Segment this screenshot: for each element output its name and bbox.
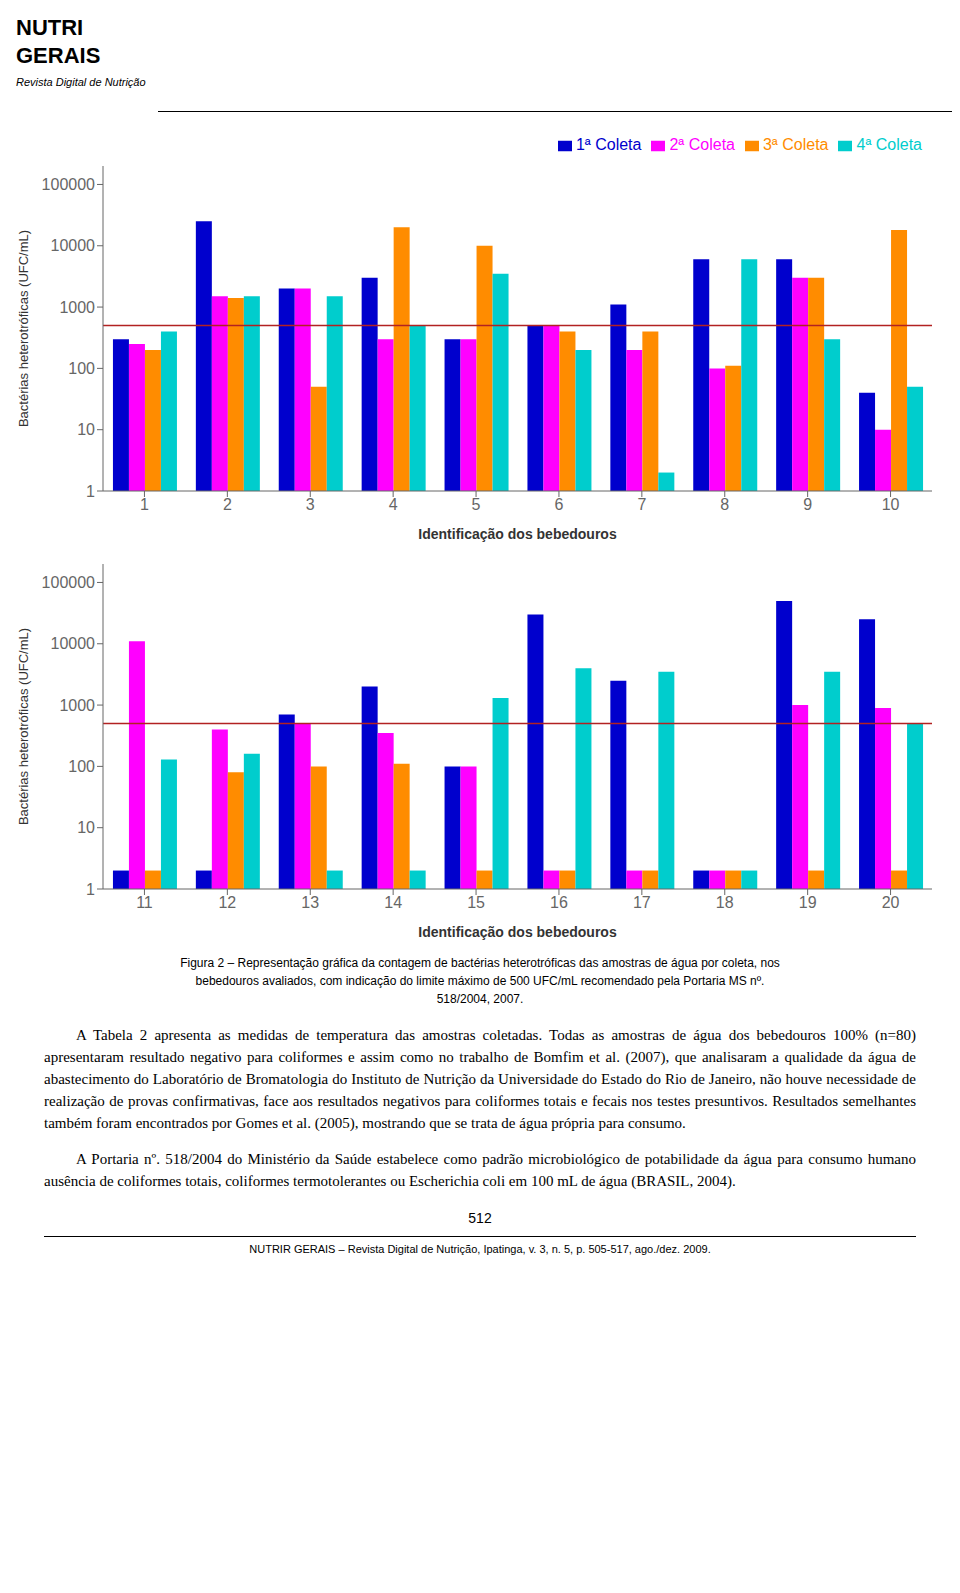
svg-text:10: 10 — [77, 421, 95, 438]
svg-text:3: 3 — [306, 496, 315, 513]
svg-text:10: 10 — [882, 496, 900, 513]
html-text:1ª Coleta: 1ª Coleta — [575, 136, 642, 153]
svg-text:4: 4 — [389, 496, 398, 513]
html-text:A Portaria nº. 518/2004 do Min: A Portaria nº. 518/2004 do Ministério da… — [44, 1151, 916, 1189]
html-text:GERAIS: GERAIS — [16, 43, 101, 68]
svg-text:17: 17 — [633, 894, 651, 911]
svg-text:1000: 1000 — [59, 697, 95, 714]
svg-text:100000: 100000 — [42, 574, 95, 591]
svg-text:11: 11 — [136, 894, 153, 911]
svg-text:10000: 10000 — [51, 635, 96, 652]
svg-text:8: 8 — [720, 496, 729, 513]
svg-text:5: 5 — [472, 496, 481, 513]
html-text:4ª Coleta: 4ª Coleta — [856, 136, 922, 153]
html-text:512: 512 — [468, 1210, 492, 1226]
html-text:NUTRIR GERAIS – Revista Digita: NUTRIR GERAIS – Revista Digital de Nutri… — [249, 1243, 711, 1255]
svg-text:13: 13 — [301, 894, 319, 911]
html-text:Revista Digital de Nutrição: Revista Digital de Nutrição — [16, 76, 146, 88]
svg-text:20: 20 — [882, 894, 900, 911]
svg-text:Identificação dos bebedouros: Identificação dos bebedouros — [418, 924, 617, 940]
svg-text:19: 19 — [799, 894, 817, 911]
html-text:NUTRI: NUTRI — [16, 15, 84, 40]
svg-text:1: 1 — [140, 496, 149, 513]
svg-text:1: 1 — [86, 483, 95, 500]
svg-text:100: 100 — [68, 360, 95, 377]
svg-text:1: 1 — [86, 881, 95, 898]
svg-text:6: 6 — [554, 496, 563, 513]
svg-text:7: 7 — [637, 496, 646, 513]
svg-text:14: 14 — [384, 894, 402, 911]
svg-text:Bactérias heterotróficas (UFC/: Bactérias heterotróficas (UFC/mL) — [16, 628, 31, 825]
html-text:3ª Coleta: 3ª Coleta — [763, 136, 829, 153]
html-text:518/2004, 2007.: 518/2004, 2007. — [436, 992, 524, 1006]
html-text:bebedouros avaliados, com indi: bebedouros avaliados, com indicação do l… — [195, 974, 765, 988]
html-text:A Tabela 2 apresenta as medida: A Tabela 2 apresenta as medidas de tempe… — [44, 1027, 916, 1131]
svg-text:15: 15 — [467, 894, 485, 911]
svg-text:Bactérias heterotróficas (UFC/: Bactérias heterotróficas (UFC/mL) — [16, 230, 31, 427]
svg-text:100000: 100000 — [42, 176, 95, 193]
svg-text:9: 9 — [803, 496, 812, 513]
svg-text:10000: 10000 — [51, 237, 96, 254]
svg-text:10: 10 — [77, 819, 95, 836]
svg-text:2: 2 — [223, 496, 232, 513]
svg-text:18: 18 — [716, 894, 734, 911]
html-text:2ª Coleta: 2ª Coleta — [669, 136, 735, 153]
svg-text:1000: 1000 — [59, 299, 95, 316]
svg-text:12: 12 — [218, 894, 236, 911]
svg-text:Identificação dos bebedouros: Identificação dos bebedouros — [418, 526, 617, 542]
svg-text:100: 100 — [68, 758, 95, 775]
svg-text:16: 16 — [550, 894, 568, 911]
html-text:Figura 2 – Representação gráfi: Figura 2 – Representação gráfica da cont… — [180, 956, 780, 970]
